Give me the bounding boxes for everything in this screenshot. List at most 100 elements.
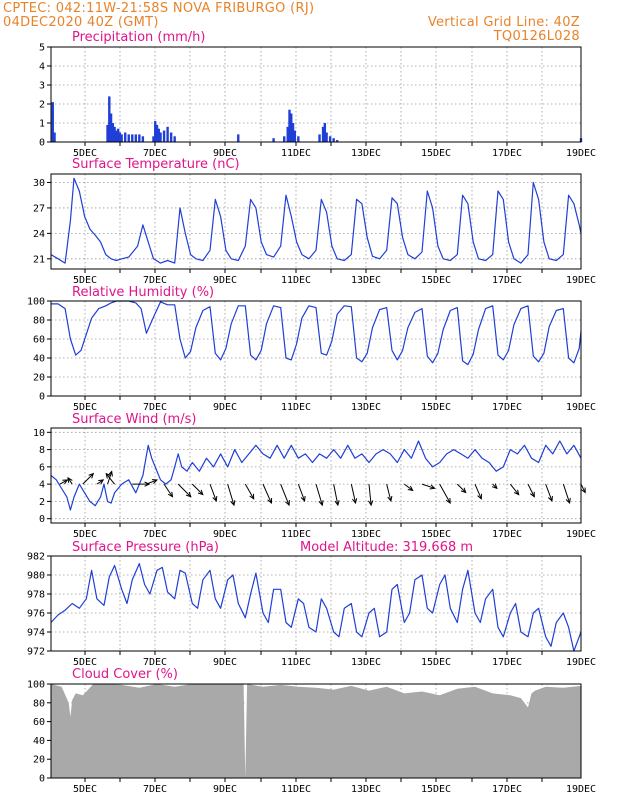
wind-vector: [350, 484, 357, 504]
temperature-title: Surface Temperature (nC): [72, 157, 240, 172]
wind-vector-head: [267, 497, 273, 505]
x-tick-label: 5DEC: [73, 657, 97, 668]
wind-vector-head: [513, 489, 520, 496]
x-tick-label: 19DEC: [566, 402, 596, 413]
model-altitude-annotation: Model Altitude: 319.668 m: [300, 540, 473, 555]
y-tick-label: 3: [39, 81, 45, 92]
wind-vector-head: [212, 495, 218, 502]
wind-vector: [209, 483, 217, 502]
wind-vector: [227, 483, 235, 506]
panel-frame: [50, 555, 582, 652]
x-tick-label: 11DEC: [281, 657, 311, 668]
y-tick-label: 0: [39, 514, 45, 525]
precip-bar: [173, 136, 176, 142]
x-tick-label: 5DEC: [73, 529, 97, 540]
wind-vector: [262, 483, 272, 504]
wind-vector: [96, 479, 104, 485]
precip-bar: [293, 130, 296, 142]
wind-vector: [280, 483, 290, 506]
precip-bar: [169, 132, 173, 142]
wind-vector-head: [334, 500, 340, 507]
y-tick-label: 976: [27, 609, 45, 620]
x-tick-label: 11DEC: [281, 148, 311, 159]
precip-bar: [159, 132, 162, 142]
y-tick-label: 21: [33, 254, 45, 265]
precip-bar: [131, 134, 134, 142]
wind-vector-head: [62, 479, 69, 485]
wind-vector-head: [387, 495, 393, 503]
precipitation-panel: Precipitation (mm/h) 0 1 2 3 4 5 5DEC 7DEC 9DEC 1…: [39, 30, 596, 159]
x-tick-label: 5DEC: [73, 402, 97, 413]
wind-vector: [59, 479, 68, 485]
y-tick-label: 40: [33, 736, 45, 747]
wind-vector-head: [477, 493, 482, 500]
y-tick-label: 1: [39, 119, 45, 130]
cloud-cover-area: [51, 684, 581, 778]
y-tick-label: 20: [33, 373, 45, 384]
y-tick-label: 972: [27, 647, 45, 658]
y-tick-label: 80: [33, 316, 45, 327]
y-tick-label: 978: [27, 590, 45, 601]
header-date: 04DEC2020 40Z (GMT): [3, 15, 159, 30]
x-tick-label: 11DEC: [281, 784, 311, 795]
y-tick-label: 0: [39, 774, 45, 785]
wind-vector: [146, 479, 158, 485]
x-tick-label: 15DEC: [421, 275, 451, 286]
precip-bar: [291, 123, 295, 142]
wind-vector: [527, 483, 535, 497]
precip-bar: [53, 132, 56, 142]
wind-vector: [368, 484, 372, 506]
x-tick-label: 11DEC: [281, 402, 311, 413]
panel-frame: [50, 683, 582, 779]
wind-vector-head: [105, 472, 111, 479]
wind-vector-head: [230, 500, 236, 507]
precip-bar: [155, 124, 159, 142]
precip-bar: [113, 126, 116, 142]
y-tick-label: 20: [33, 755, 45, 766]
y-tick-label: 100: [27, 680, 45, 691]
y-tick-label: 4: [39, 480, 45, 491]
wind-vector: [474, 483, 482, 500]
y-tick-label: 60: [33, 717, 45, 728]
wind-vector: [386, 484, 392, 502]
wind-vector: [244, 483, 255, 500]
wind-vector: [404, 483, 414, 491]
precip-bar: [134, 134, 137, 142]
x-tick-label: 17DEC: [492, 402, 522, 413]
wind-vector-head: [151, 479, 158, 484]
x-tick-label: 7DEC: [143, 529, 167, 540]
panel-frame: [50, 300, 582, 397]
wind-vector-head: [407, 485, 414, 492]
x-tick-label: 15DEC: [421, 529, 451, 540]
y-tick-label: 6: [39, 462, 45, 473]
precip-bar: [325, 132, 328, 142]
header-model-code: TQ0126L028: [493, 29, 580, 44]
y-tick-label: 10: [33, 428, 45, 439]
x-tick-label: 17DEC: [492, 784, 522, 795]
wind-vector: [191, 483, 204, 495]
wind-title: Surface Wind (m/s): [72, 412, 196, 427]
y-tick-label: 2: [39, 497, 45, 508]
wind-vector-head: [249, 493, 255, 500]
x-tick-label: 7DEC: [143, 148, 167, 159]
precip-bar: [51, 102, 54, 142]
y-tick-label: 60: [33, 335, 45, 346]
x-tick-label: 11DEC: [281, 275, 311, 286]
wind-vector-head: [352, 498, 358, 505]
panel-frame: [50, 173, 582, 270]
wind-vector-head: [144, 481, 151, 487]
x-tick-label: 7DEC: [143, 784, 167, 795]
x-tick-label: 15DEC: [421, 148, 451, 159]
x-tick-label: 5DEC: [73, 275, 97, 286]
x-tick-label: 9DEC: [213, 148, 237, 159]
wind-vector-head: [318, 500, 324, 507]
pressure-panel: Surface Pressure (hPa) Model Altitude: 3…: [27, 540, 596, 668]
precip-bar: [116, 128, 120, 142]
precip-bar: [321, 126, 325, 142]
precip-bar: [336, 140, 339, 142]
precip-bar: [109, 113, 113, 142]
precip-bar: [120, 134, 123, 142]
x-tick-label: 7DEC: [143, 275, 167, 286]
wind-vector-head: [580, 487, 586, 494]
x-tick-label: 17DEC: [492, 275, 522, 286]
